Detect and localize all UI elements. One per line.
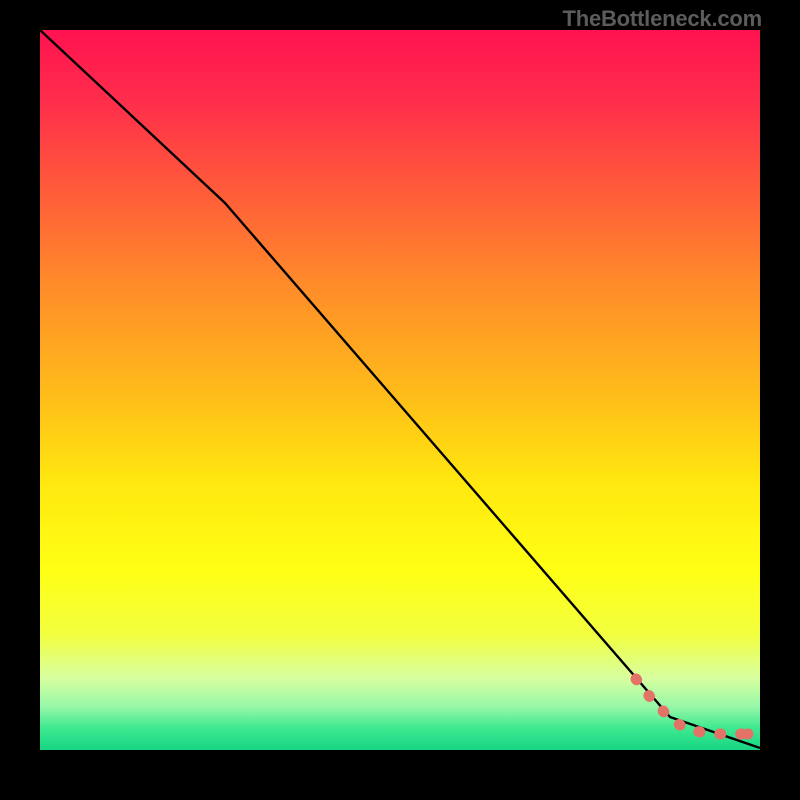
- chart-stage: TheBottleneck.com: [0, 0, 800, 800]
- watermark-label: TheBottleneck.com: [562, 6, 762, 32]
- gradient-chart-svg: [0, 0, 800, 800]
- highlight-end-dot: [743, 729, 754, 740]
- gradient-plot-area: [40, 30, 760, 750]
